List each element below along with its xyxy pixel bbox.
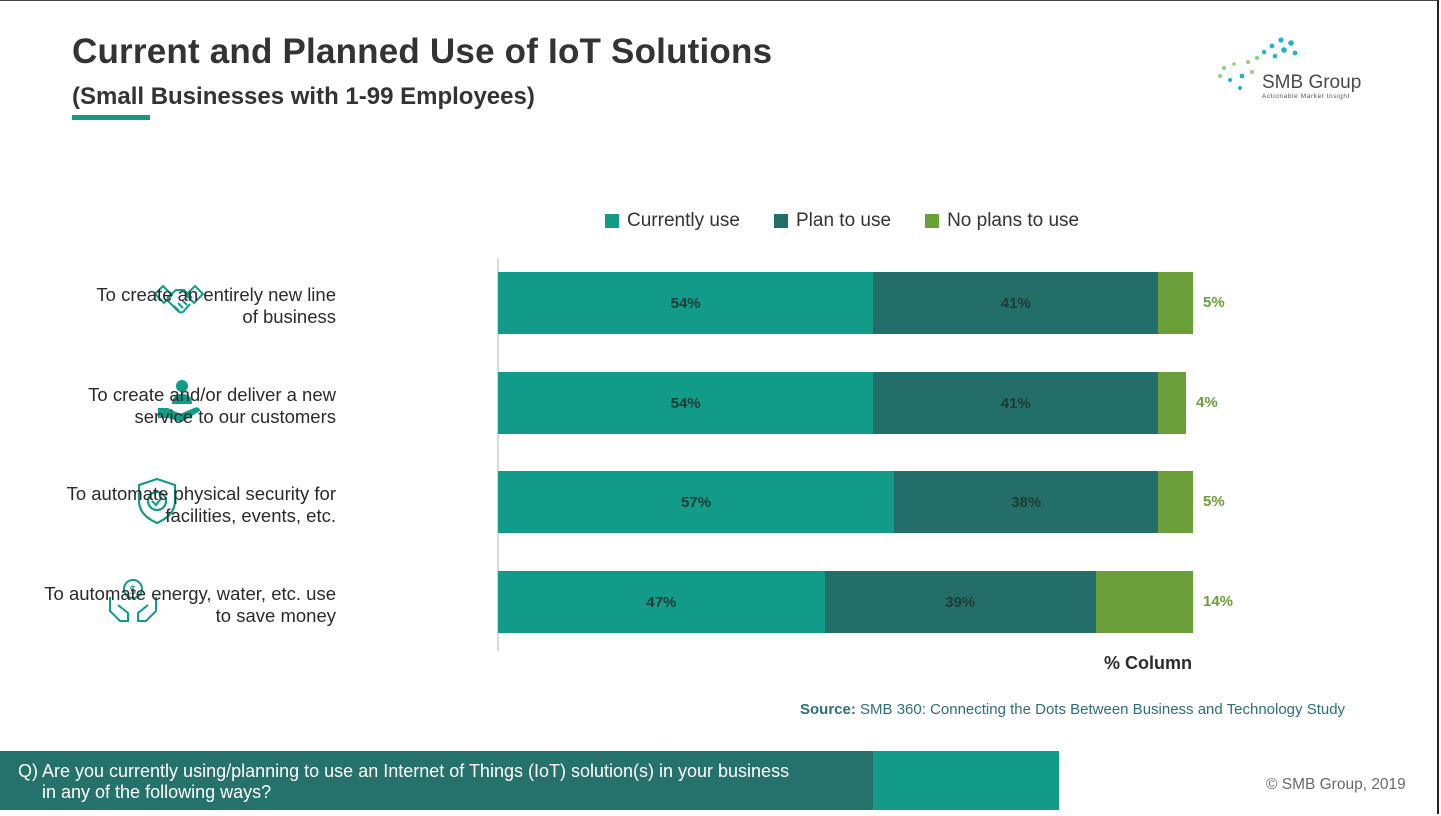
data-label: 39% [945, 593, 976, 611]
data-label-no-plans: 5% [1203, 493, 1225, 510]
source-text: SMB 360: Connecting the Dots Between Bus… [855, 701, 1346, 718]
service-hand-icon [154, 378, 208, 426]
category-label: To create and/or deliver a new service to… [16, 384, 336, 428]
data-label: 54% [670, 294, 701, 312]
shield-check-icon [130, 477, 184, 525]
data-label: 38% [1011, 493, 1042, 511]
legend-item-plan-to-use: Plan to use [774, 210, 891, 232]
legend-label-plan-to-use: Plan to use [796, 210, 892, 231]
chart-legend: Currently use Plan to use No plans to us… [605, 210, 1079, 232]
bar-segment-no-plans-to-use [1158, 272, 1193, 334]
data-label-no-plans: 5% [1203, 294, 1225, 311]
legend-label-no-plans: No plans to use [947, 210, 1080, 231]
data-label: 41% [1000, 294, 1031, 312]
logo-name: SMB Group [1262, 72, 1362, 93]
data-label: 54% [670, 394, 701, 412]
handshake-icon [152, 278, 206, 326]
bar-segment-plan-to-use: 39% [824, 571, 1096, 633]
smb-group-logo-icon [1218, 37, 1298, 90]
bar-segment-plan-to-use: 41% [873, 272, 1159, 334]
bar-segment-plan-to-use: 38% [894, 471, 1159, 533]
category-label-line: To automate energy, water, etc. use [44, 583, 336, 604]
category-label-line: of business [242, 306, 336, 327]
bar-segment-no-plans-to-use [1158, 372, 1187, 434]
x-axis-title: % Column [1104, 653, 1192, 673]
question-accent-block [873, 751, 1059, 810]
bar-segment-no-plans-to-use [1158, 471, 1193, 533]
category-label-line: facilities, events, etc. [165, 505, 336, 526]
data-label-no-plans: 14% [1203, 593, 1234, 610]
category-label: To automate energy, water, etc. use to sa… [16, 583, 336, 627]
legend-item-no-plans: No plans to use [925, 210, 1079, 232]
logo-tagline: Actionable Market Insight [1262, 93, 1350, 100]
legend-label-currently-use: Currently use [627, 210, 740, 231]
chart-row: To create an entirely new line of busines… [0, 272, 1300, 334]
category-label-line: service to our customers [134, 406, 336, 427]
copyright: © SMB Group, 2019 [1266, 776, 1406, 793]
category-axis-line [497, 258, 499, 651]
category-label-line: To automate physical security for [66, 483, 336, 504]
chart-row: To create and/or deliver a new service to… [0, 372, 1300, 434]
data-label: 41% [1000, 394, 1031, 412]
question-banner [0, 751, 873, 810]
data-label: 47% [646, 593, 677, 611]
legend-swatch-plan-to-use [774, 214, 788, 228]
question-line-1: Q) Are you currently using/planning to u… [18, 761, 790, 781]
legend-swatch-currently-use [605, 214, 619, 228]
source-note: Source: SMB 360: Connecting the Dots Bet… [800, 701, 1345, 718]
category-label: To automate physical security for facilit… [16, 483, 336, 527]
title-underline [72, 115, 150, 120]
money-hands-icon: $ [106, 577, 160, 625]
data-label: 57% [681, 493, 712, 511]
legend-swatch-no-plans [925, 214, 940, 228]
bar-segment-currently-use: 47% [498, 571, 825, 633]
svg-text:$: $ [129, 583, 137, 597]
bar-segment-plan-to-use: 41% [873, 372, 1159, 434]
bar-segment-currently-use: 57% [498, 471, 895, 533]
category-label-line: To create an entirely new line [96, 284, 336, 305]
question-text: Q) Are you currently using/planning to u… [18, 761, 868, 803]
category-label: To create an entirely new line of busines… [16, 284, 336, 328]
bar-segment-currently-use: 54% [498, 272, 874, 334]
category-label-line: To create and/or deliver a new [88, 384, 336, 405]
chart-row: To automate physical security for facilit… [0, 471, 1300, 533]
bar-segment-no-plans-to-use [1095, 571, 1193, 633]
chart-title: Current and Planned Use of IoT Solutions [72, 32, 773, 71]
chart-subtitle: (Small Businesses with 1-99 Employees) [72, 83, 535, 110]
question-line-2: in any of the following ways? [42, 782, 272, 802]
legend-item-currently-use: Currently use [605, 210, 740, 232]
data-label-no-plans: 4% [1196, 394, 1218, 411]
category-label-line: to save money [215, 605, 336, 626]
source-label: Source: [800, 701, 856, 718]
bar-segment-currently-use: 54% [498, 372, 874, 434]
chart-row: $ To automate energy, water, etc. use to s… [0, 571, 1300, 633]
